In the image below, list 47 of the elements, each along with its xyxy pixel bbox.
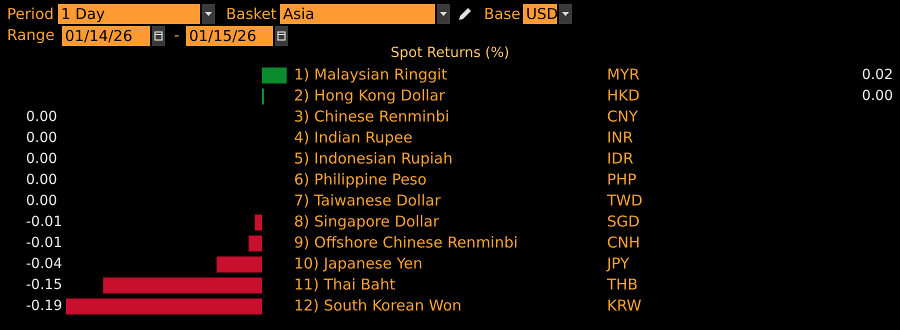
text: 01/15/26 xyxy=(186,26,273,46)
text: MYR xyxy=(607,65,640,84)
text: HKD xyxy=(607,86,640,104)
data-label: 0.00 xyxy=(26,109,58,126)
y-tick-label: 12) South Korean Won xyxy=(294,296,462,314)
y-tick-label: 11) Thai Baht xyxy=(294,275,396,294)
text: CNY xyxy=(607,107,639,126)
text: USD xyxy=(523,4,558,24)
y-tick-label: 6) Philippine Peso xyxy=(294,170,427,188)
y-tick-label: 2) Hong Kong Dollar xyxy=(294,86,446,104)
y-tick-label: 10) Japanese Yen xyxy=(294,254,422,272)
text: SGD xyxy=(607,212,640,230)
text: PHP xyxy=(607,170,636,188)
text: IDR xyxy=(607,149,634,168)
text: Spot Returns (%) xyxy=(390,45,510,61)
data-label: 0.02 xyxy=(862,67,893,84)
data-label: -0.04 xyxy=(26,256,62,272)
text: Range xyxy=(7,25,55,45)
y-tick-label: 8) Singapore Dollar xyxy=(294,212,440,230)
text: JPY xyxy=(606,254,630,272)
data-label: 0.00 xyxy=(26,151,58,168)
text: 01/14/26 xyxy=(62,26,150,46)
text: 1 Day xyxy=(58,4,200,24)
data-label: 0.00 xyxy=(26,130,58,146)
text: Asia xyxy=(280,4,435,24)
data-label: -0.01 xyxy=(26,235,62,252)
y-tick-label: 7) Taiwanese Dollar xyxy=(294,191,442,210)
text: CNH xyxy=(607,233,640,252)
data-label: -0.01 xyxy=(26,214,62,230)
data-label: -0.15 xyxy=(26,277,62,294)
text: Period xyxy=(7,4,54,24)
text: TWD xyxy=(606,191,643,210)
y-tick-label: 1) Malaysian Ringgit xyxy=(294,65,448,84)
text: KRW xyxy=(607,296,642,314)
text: INR xyxy=(607,128,634,146)
y-tick-label: 5) Indonesian Rupiah xyxy=(294,149,453,168)
data-label: 0.00 xyxy=(26,193,58,210)
text: Base xyxy=(484,4,521,24)
data-label: 0.00 xyxy=(26,172,58,188)
y-tick-label: 4) Indian Rupee xyxy=(294,128,412,146)
text: THB xyxy=(606,275,638,294)
text: Basket xyxy=(226,4,277,24)
data-label: -0.19 xyxy=(26,298,62,314)
text: - xyxy=(174,25,180,45)
data-label: 0.00 xyxy=(862,88,893,104)
y-tick-label: 9) Offshore Chinese Renminbi xyxy=(294,233,518,252)
y-tick-label: 3) Chinese Renminbi xyxy=(294,107,450,126)
